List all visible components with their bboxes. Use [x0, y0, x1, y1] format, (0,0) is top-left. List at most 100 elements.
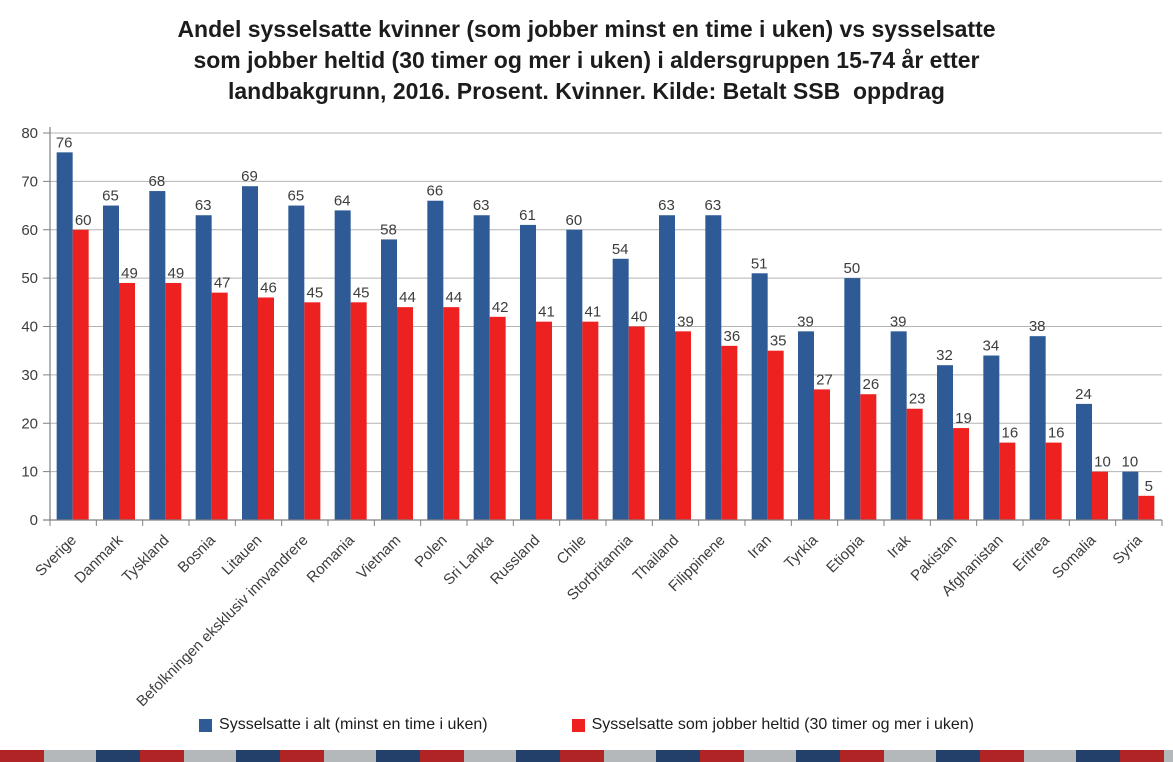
bar-fulltime-21 [1045, 442, 1062, 520]
y-axis-label: 20 [21, 415, 38, 432]
bar-fulltime-16 [814, 389, 830, 520]
value-label-fulltime-8: 44 [445, 289, 462, 306]
x-axis-label-9: Sri Lanka [440, 531, 497, 588]
bar-fulltime-3 [211, 292, 228, 520]
y-axis-label: 50 [21, 270, 38, 287]
x-axis-label-16: Tyrkia [781, 531, 822, 572]
value-label-total-20: 34 [982, 338, 999, 355]
value-label-total-17: 50 [843, 260, 860, 277]
bar-fulltime-19 [953, 428, 969, 520]
bar-total-2 [149, 191, 166, 521]
bar-fulltime-15 [767, 350, 784, 520]
value-label-total-5: 65 [287, 188, 304, 205]
bar-fulltime-20 [999, 442, 1016, 520]
bar-total-22 [1076, 403, 1092, 520]
x-axis-label-23: Syria [1109, 531, 1146, 568]
y-axis-label: 10 [21, 464, 38, 481]
value-label-total-21: 38 [1029, 318, 1046, 335]
bar-total-14 [705, 215, 722, 521]
value-label-total-4: 69 [241, 168, 258, 185]
value-label-fulltime-12: 40 [631, 309, 648, 326]
bar-fulltime-10 [536, 321, 552, 520]
value-label-fulltime-5: 45 [306, 284, 323, 301]
x-axis-label-15: Iran [745, 532, 775, 562]
x-axis-label-4: Litauen [219, 532, 266, 579]
value-label-total-2: 68 [148, 173, 165, 190]
bar-fulltime-22 [1092, 471, 1108, 520]
bar-total-4 [242, 186, 258, 520]
value-label-fulltime-20: 16 [1001, 425, 1018, 442]
value-label-fulltime-16: 27 [816, 371, 833, 388]
bar-total-10 [520, 224, 536, 520]
x-axis-label-10: Russland [487, 532, 543, 588]
bar-total-8 [427, 200, 444, 520]
value-label-fulltime-23: 5 [1145, 478, 1153, 495]
value-label-fulltime-18: 23 [909, 391, 926, 408]
x-axis-label-1: Danmark [71, 531, 126, 586]
x-axis-label-2: Tyskland [119, 532, 173, 586]
value-label-total-9: 63 [473, 197, 490, 214]
bar-fulltime-14 [721, 345, 738, 520]
legend-label-fulltime: Sysselsatte som jobber heltid (30 timer … [591, 716, 974, 733]
bar-total-3 [195, 215, 212, 521]
y-axis-label: 30 [21, 367, 38, 384]
value-label-fulltime-9: 42 [492, 299, 509, 316]
value-label-fulltime-11: 41 [584, 304, 601, 321]
decorative-stripe [0, 750, 1173, 762]
bar-total-5 [288, 205, 305, 520]
bar-total-13 [659, 215, 675, 521]
x-axis-label-21: Eritrea [1010, 531, 1054, 575]
bar-fulltime-1 [119, 282, 135, 520]
bar-total-15 [751, 273, 768, 520]
bar-fulltime-0 [72, 229, 89, 520]
bar-total-20 [983, 355, 1000, 520]
value-label-fulltime-21: 16 [1048, 425, 1065, 442]
bar-fulltime-23 [1138, 495, 1155, 520]
legend-swatch-fulltime [571, 718, 585, 732]
value-label-total-13: 63 [658, 197, 675, 214]
legend-item-fulltime: Sysselsatte som jobber heltid (30 timer … [571, 716, 974, 734]
bar-total-19 [937, 365, 953, 520]
y-axis-label: 0 [30, 512, 38, 529]
value-label-total-0: 76 [56, 134, 73, 151]
value-label-total-3: 63 [195, 197, 212, 214]
value-label-total-16: 39 [797, 313, 814, 330]
x-axis-label-6: Romania [304, 531, 359, 586]
y-axis-label: 40 [21, 319, 38, 336]
bar-total-12 [612, 258, 629, 520]
legend-swatch-total [199, 718, 213, 732]
value-label-fulltime-17: 26 [862, 376, 879, 393]
value-label-total-12: 54 [612, 241, 629, 258]
bar-total-23 [1122, 471, 1139, 520]
legend-label-total: Sysselsatte i alt (minst en time i uken) [219, 716, 488, 733]
value-label-total-7: 58 [380, 221, 397, 238]
bar-fulltime-9 [489, 316, 506, 520]
bar-fulltime-2 [165, 282, 182, 520]
chart-title: Andel sysselsatte kvinner (som jobber mi… [0, 14, 1173, 107]
value-label-total-22: 24 [1075, 386, 1092, 403]
value-label-fulltime-6: 45 [353, 284, 370, 301]
value-label-fulltime-0: 60 [75, 212, 92, 229]
x-axis-label-17: Etiopia [823, 531, 868, 576]
bar-total-7 [381, 239, 397, 521]
value-label-fulltime-19: 19 [955, 410, 972, 427]
bar-fulltime-18 [906, 408, 923, 520]
bar-total-9 [473, 215, 490, 521]
bar-fulltime-11 [582, 321, 599, 520]
value-label-total-6: 64 [334, 192, 351, 209]
bar-total-1 [103, 205, 119, 520]
value-label-fulltime-4: 46 [260, 279, 277, 296]
y-axis-label: 80 [21, 125, 38, 142]
x-axis-label-11: Chile [553, 532, 589, 568]
bar-fulltime-4 [258, 297, 274, 520]
value-label-fulltime-7: 44 [399, 289, 416, 306]
value-label-fulltime-14: 36 [723, 328, 740, 345]
chart-title-line-2: som jobber heltid (30 timer og mer i uke… [193, 47, 980, 73]
x-axis-label-22: Somalia [1049, 531, 1100, 582]
x-axis-label-7: Vietnam [354, 532, 405, 583]
bar-fulltime-12 [628, 326, 645, 520]
bar-fulltime-6 [350, 302, 367, 520]
x-axis-label-18: Irak [884, 531, 914, 561]
bar-fulltime-7 [397, 307, 413, 520]
